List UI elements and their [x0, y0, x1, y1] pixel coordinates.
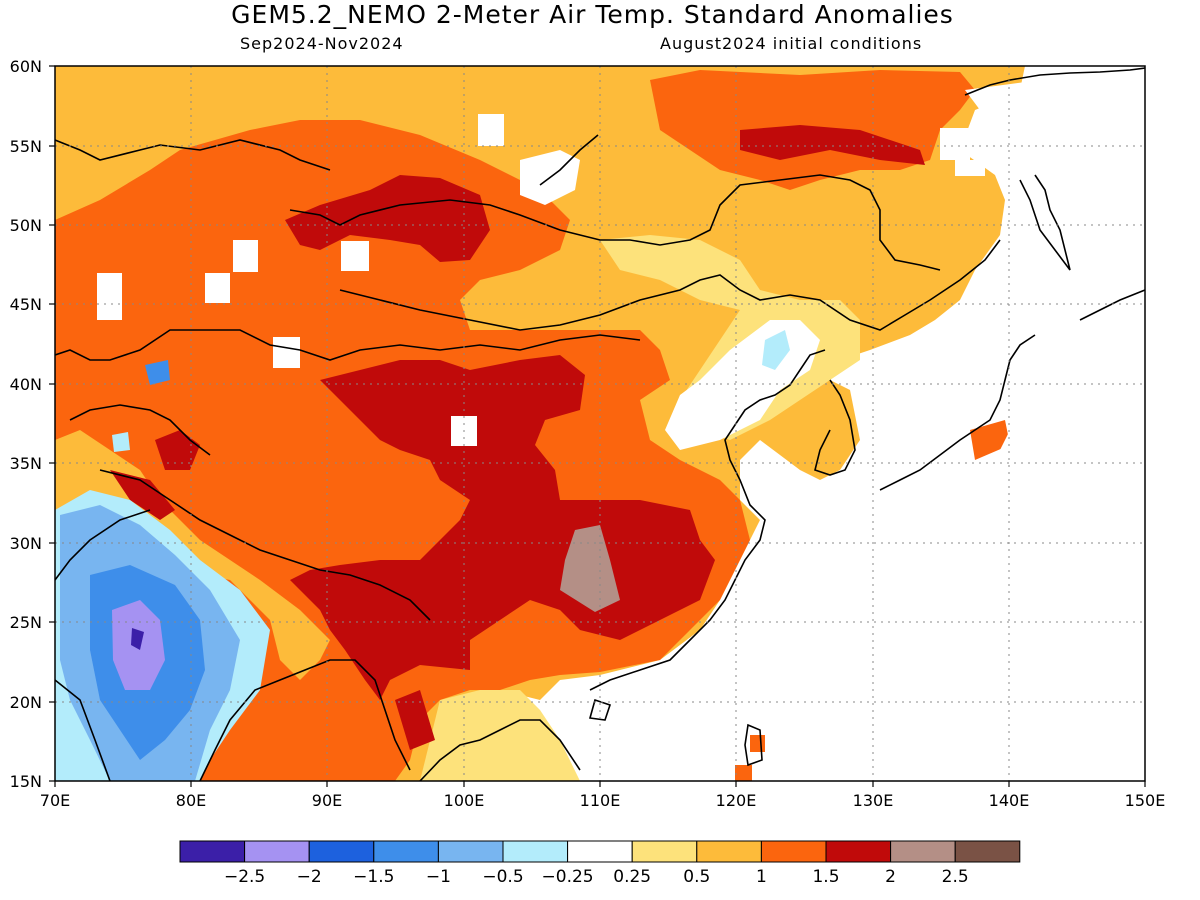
colorbar-swatch [890, 840, 956, 863]
anomaly-region-light-blue [762, 330, 790, 370]
colorbar-label: 0.5 [683, 867, 710, 887]
axis-ticks [49, 65, 1146, 787]
grid-lines [55, 66, 1145, 781]
colorbar-label: −2.5 [224, 867, 265, 887]
initial-conditions: August2024 initial conditions [660, 34, 923, 53]
lat-label: 30N [10, 534, 42, 553]
lat-label: 15N [10, 772, 42, 791]
colorbar-label: 2 [885, 867, 896, 887]
lat-label: 20N [10, 693, 42, 712]
map-title: GEM5.2_NEMO 2-Meter Air Temp. Standard A… [231, 0, 954, 29]
colorbar-label: −1 [426, 867, 451, 887]
anomaly-region-light-yellow [600, 235, 860, 440]
anomaly-region-red [285, 175, 490, 262]
colorbar-swatch [760, 840, 827, 863]
anomaly-region-red [740, 125, 925, 165]
colorbar-swatch [567, 840, 633, 863]
colorbar-swatch [437, 840, 504, 863]
colorbar-swatch [244, 840, 310, 863]
colorbar-label: −2 [297, 867, 322, 887]
colorbar-swatch [373, 840, 439, 863]
lat-label: 40N [10, 375, 42, 394]
lon-label: 90E [312, 791, 342, 810]
anomaly-region-light-blue [112, 432, 130, 452]
lon-label: 70E [40, 791, 70, 810]
anomaly-region-blue [145, 360, 170, 385]
lon-label: 80E [176, 791, 206, 810]
colorbar-label: −0.25 [542, 867, 594, 887]
lon-label: 100E [444, 791, 485, 810]
anomaly-region-red [155, 430, 200, 470]
forecast-period: Sep2024-Nov2024 [240, 34, 404, 53]
anomaly-region-red [110, 470, 175, 520]
lon-label: 120E [716, 791, 757, 810]
colorbar-swatch [696, 840, 762, 863]
anomaly-region-dark-orange [970, 420, 1010, 460]
lon-label: 150E [1125, 791, 1166, 810]
anomaly-fields [55, 66, 1145, 781]
lat-label: 25N [10, 613, 42, 632]
longitude-labels: 70E 80E 90E 100E 110E 120E 130E 140E 150… [40, 791, 1166, 810]
colorbar-swatch [308, 840, 375, 863]
anomaly-region-dark-orange [750, 735, 765, 752]
colorbar-swatch [631, 840, 698, 863]
anomaly-region-light-yellow [420, 690, 580, 781]
lat-label: 50N [10, 216, 42, 235]
colorbar-swatch [954, 840, 1021, 863]
lon-label: 130E [853, 791, 894, 810]
colorbar-label: 0.25 [613, 867, 651, 887]
coastlines [55, 67, 1145, 781]
colorbar-swatch [825, 840, 892, 863]
colorbar: −2.5 −2 −1.5 −1 −0.5 −0.25 0.25 0.5 1 1.5 2 2.5 [179, 840, 1021, 887]
latitude-labels: 60N 55N 50N 45N 40N 35N 30N 25N 20N 15N [10, 57, 42, 791]
lon-label: 140E [989, 791, 1030, 810]
lat-label: 60N [10, 57, 42, 76]
lon-label: 110E [580, 791, 621, 810]
colorbar-label: 2.5 [942, 867, 969, 887]
lat-label: 45N [10, 295, 42, 314]
anomaly-region-red [395, 690, 435, 750]
lat-label: 35N [10, 454, 42, 473]
anomaly-region-red [290, 355, 715, 700]
colorbar-swatch [502, 840, 569, 863]
colorbar-swatch [179, 840, 246, 863]
colorbar-label: −1.5 [353, 867, 394, 887]
anomaly-region-brown [560, 525, 620, 612]
missing-data-cells [97, 66, 1145, 781]
anomaly-region-purple [131, 628, 144, 650]
colorbar-label: 1.5 [812, 867, 839, 887]
lat-label: 55N [10, 137, 42, 156]
anomaly-region-dark-orange [735, 765, 752, 781]
colorbar-label: 1 [756, 867, 767, 887]
colorbar-label: −0.5 [482, 867, 523, 887]
